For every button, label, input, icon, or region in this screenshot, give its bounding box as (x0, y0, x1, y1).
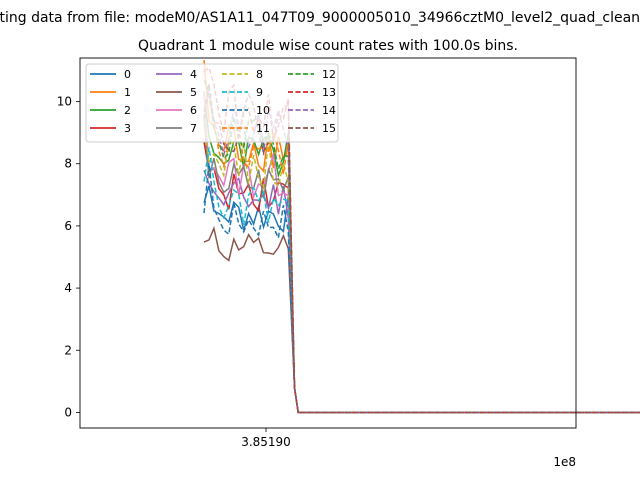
legend-label: 11 (256, 122, 270, 135)
y-axis: 0 2 4 6 8 10 (57, 95, 80, 419)
legend-label: 14 (322, 104, 336, 117)
y-tick-label: 4 (64, 281, 72, 295)
legend-label: 9 (256, 86, 263, 99)
legend-label: 13 (322, 86, 336, 99)
legend-label: 0 (124, 68, 131, 81)
y-tick-label: 6 (64, 219, 72, 233)
legend-label: 1 (124, 86, 131, 99)
legend-label: 12 (322, 68, 336, 81)
legend-label: 4 (190, 68, 197, 81)
chart-suptitle: Plotting data from file: modeM0/AS1A11_0… (0, 10, 640, 26)
legend-label: 5 (190, 86, 197, 99)
y-tick-label: 8 (64, 157, 72, 171)
x-offset-label: 1e8 (553, 455, 576, 469)
y-tick-label: 0 (64, 405, 72, 419)
y-tick-label: 10 (57, 95, 72, 109)
y-tick-label: 2 (64, 343, 72, 357)
legend-label: 3 (124, 122, 131, 135)
plot-frame (79, 57, 577, 429)
legend-label: 10 (256, 104, 270, 117)
legend-label: 15 (322, 122, 336, 135)
legend-label: 8 (256, 68, 263, 81)
legend-label: 2 (124, 104, 131, 117)
legend-label: 7 (190, 122, 197, 135)
legend-label: 6 (190, 104, 197, 117)
x-axis: 3.851903.851953.852003.852053.85210 (241, 428, 291, 449)
chart-title: Quadrant 1 module wise count rates with … (138, 38, 518, 54)
x-tick-label: 3.85190 (241, 435, 291, 449)
legend-box (85, 63, 339, 143)
